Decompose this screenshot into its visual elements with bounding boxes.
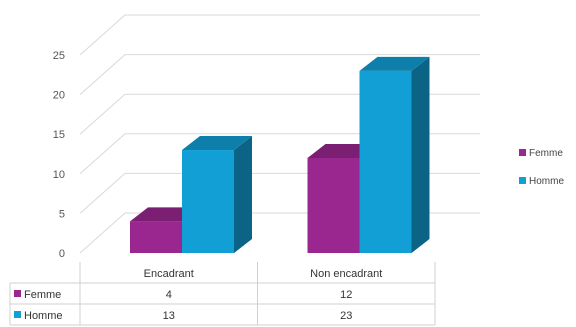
y-tick-label: 10 [53,169,65,181]
bar-top [182,136,252,151]
legend-swatch [519,149,526,156]
bar [182,150,234,253]
y-tick-label: 15 [53,129,65,141]
legend-label: Femme [529,148,563,159]
legend-swatch [519,177,526,184]
table-series-label: Femme [24,289,61,301]
gridline-depth [79,212,126,254]
x-tick-label: Encadrant [144,268,194,280]
gridline-depth [79,54,126,95]
data-label: 13 [163,310,175,322]
y-tick-label: 5 [59,208,65,220]
bar [307,157,360,253]
table-series-swatch [14,311,21,318]
y-tick-label: 0 [59,248,65,260]
bar [130,221,182,253]
gridline-depth [79,133,126,175]
y-tick-label: 20 [53,90,65,102]
y-tick-label: 25 [53,50,65,62]
gridline-depth [79,173,126,214]
table-series-swatch [14,290,21,297]
bar-side [411,56,430,254]
bar-top [359,56,430,71]
table-series-label: Homme [24,310,63,322]
data-label: 23 [340,310,352,322]
gridline-depth [79,93,126,135]
bar-side [234,136,252,253]
bar [359,70,412,253]
x-tick-label: Non encadrant [310,268,382,280]
legend-label: Homme [529,176,564,187]
data-label: 4 [166,289,172,301]
data-label: 12 [340,289,352,301]
gridline-depth [79,14,126,56]
